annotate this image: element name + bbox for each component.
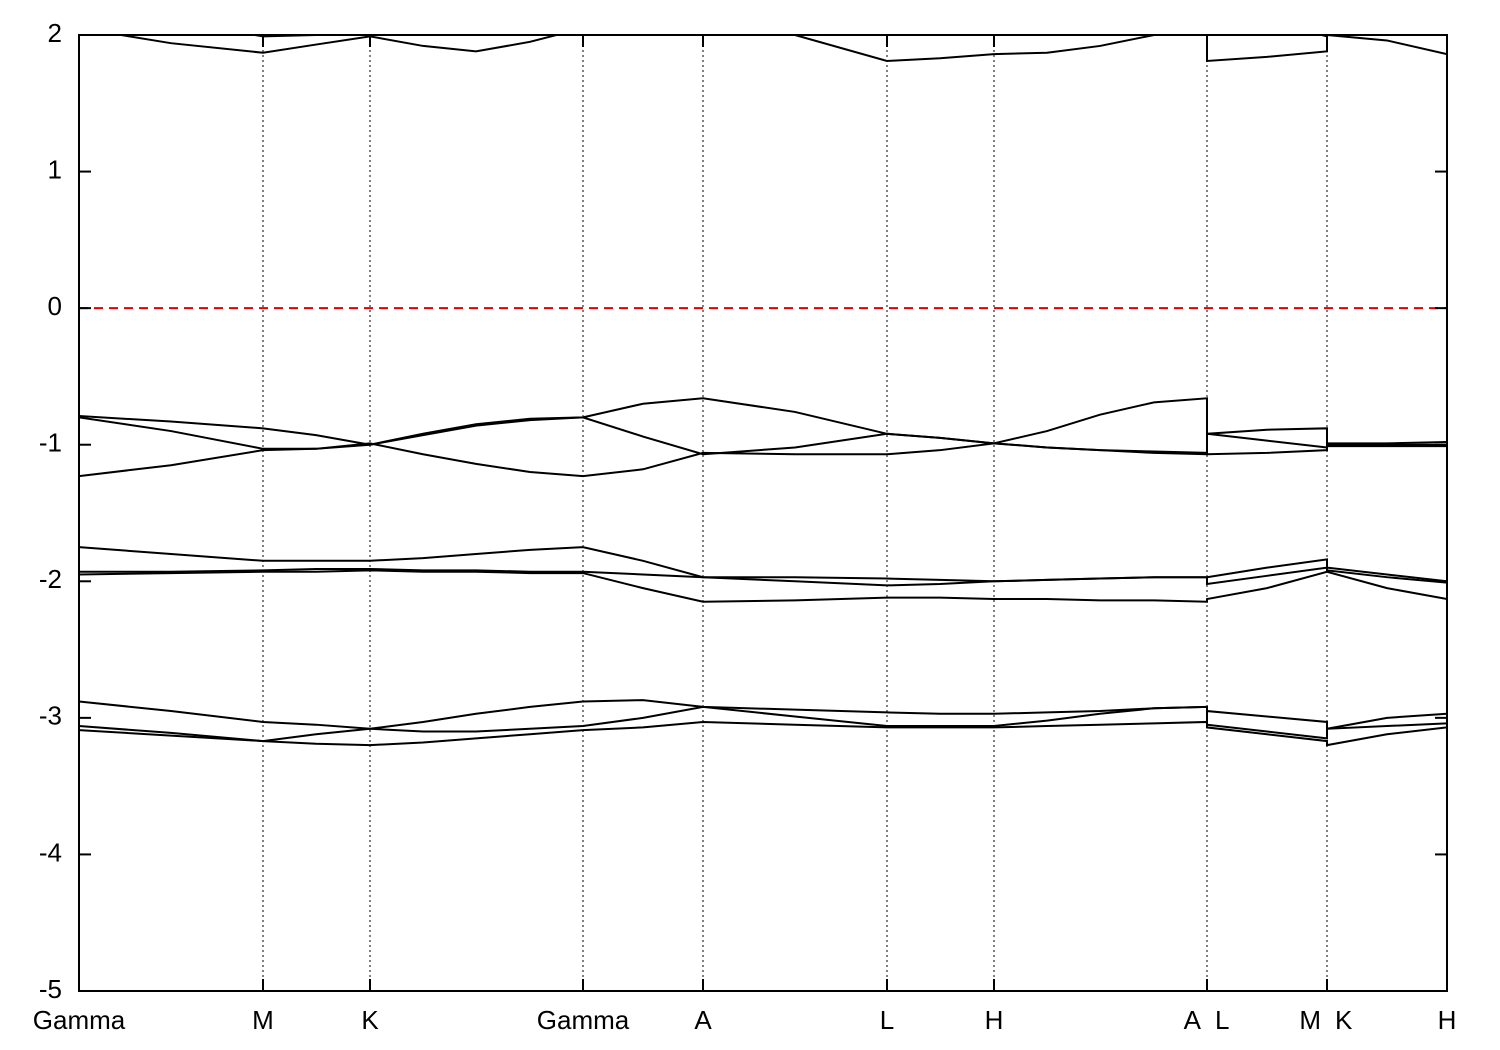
x-tick-label: L xyxy=(1215,1005,1229,1035)
x-tick-label: M xyxy=(1299,1005,1321,1035)
y-tick-label: -4 xyxy=(39,837,62,867)
plot-frame xyxy=(78,34,1448,992)
band-line xyxy=(79,720,1447,747)
x-tick-label: A xyxy=(1184,1005,1202,1035)
band-line xyxy=(79,705,1447,743)
grid xyxy=(262,35,1328,991)
y-tick-label: 1 xyxy=(48,154,62,184)
band-line xyxy=(79,569,1447,603)
band-line xyxy=(79,442,1447,478)
y-tick-label: 2 xyxy=(48,18,62,48)
y-tick-label: -2 xyxy=(39,564,62,594)
band-line xyxy=(79,416,1447,456)
x-tick-label: H xyxy=(1438,1005,1457,1035)
x-tick-label: L xyxy=(880,1005,894,1035)
y-tick-label: -1 xyxy=(39,428,62,458)
y-tick-label: -3 xyxy=(39,701,62,731)
x-tick-label: M xyxy=(252,1005,274,1035)
x-tick-label: Gamma xyxy=(537,1005,630,1035)
x-tick-label: Gamma xyxy=(33,1005,126,1035)
x-tick-label: K xyxy=(361,1005,379,1035)
band-line xyxy=(79,566,1447,587)
x-tick-label: H xyxy=(985,1005,1004,1035)
y-tick-label: -5 xyxy=(39,974,62,1004)
y-tick-label: 0 xyxy=(48,291,62,321)
x-tick-label: A xyxy=(694,1005,712,1035)
x-tick-label: K xyxy=(1335,1005,1353,1035)
band-line xyxy=(79,546,1447,583)
